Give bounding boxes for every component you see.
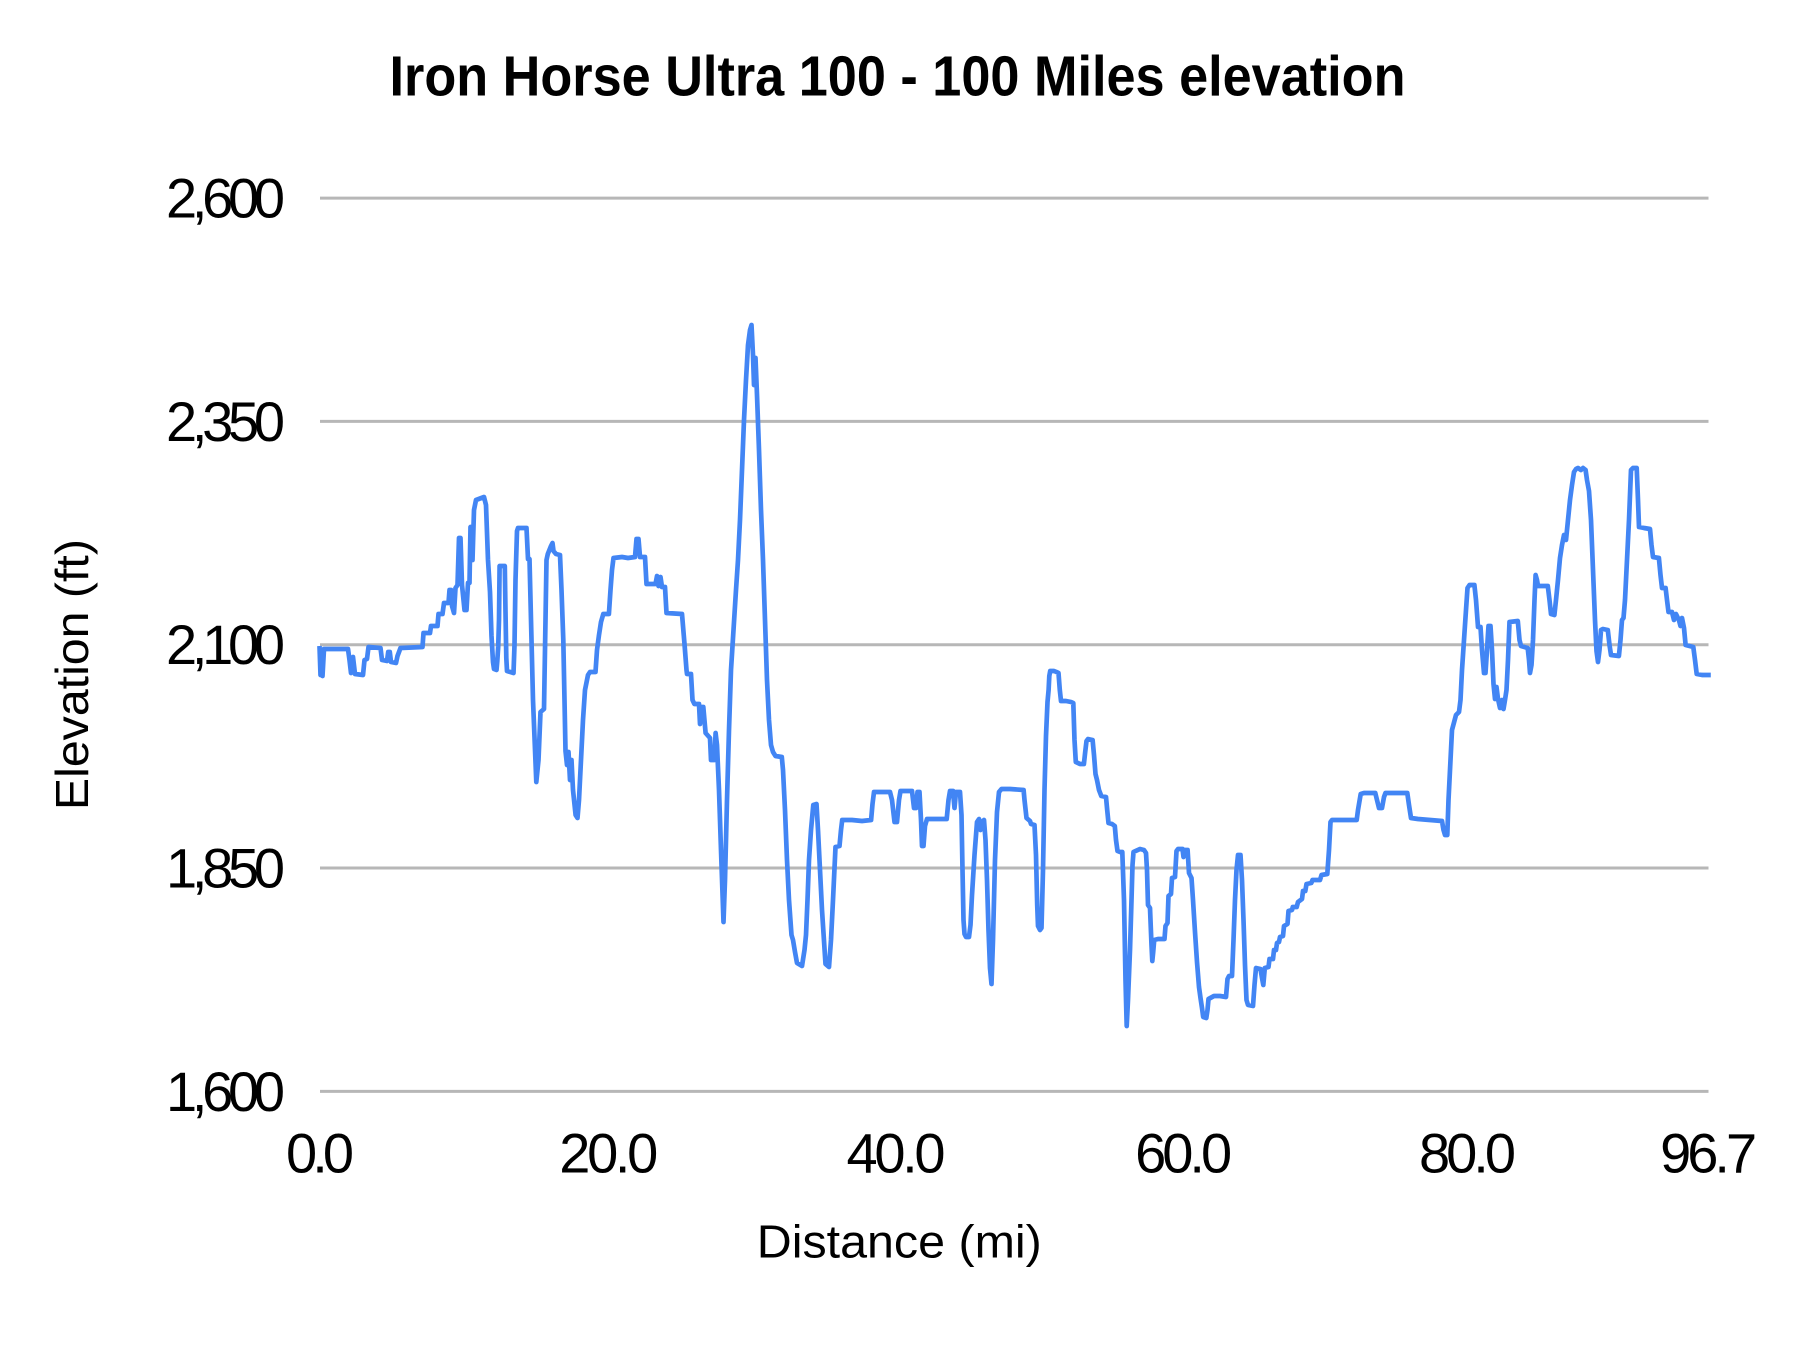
svg-text:2,600: 2,600	[166, 167, 285, 230]
svg-text:Elevation (ft): Elevation (ft)	[46, 539, 98, 810]
svg-text:40.0: 40.0	[847, 1122, 946, 1185]
svg-text:60.0: 60.0	[1135, 1122, 1232, 1185]
svg-text:Distance (mi): Distance (mi)	[757, 1216, 1042, 1268]
svg-text:1,850: 1,850	[166, 836, 285, 899]
svg-text:1,600: 1,600	[166, 1060, 285, 1123]
svg-text:96.7: 96.7	[1660, 1122, 1757, 1185]
svg-text:2,100: 2,100	[166, 613, 285, 676]
svg-text:20.0: 20.0	[559, 1122, 658, 1185]
svg-text:80.0: 80.0	[1419, 1122, 1516, 1185]
svg-text:Iron Horse Ultra 100 - 100 Mil: Iron Horse Ultra 100 - 100 Miles elevati…	[390, 45, 1406, 109]
svg-text:0.0: 0.0	[286, 1122, 354, 1185]
svg-text:2,350: 2,350	[166, 390, 285, 453]
